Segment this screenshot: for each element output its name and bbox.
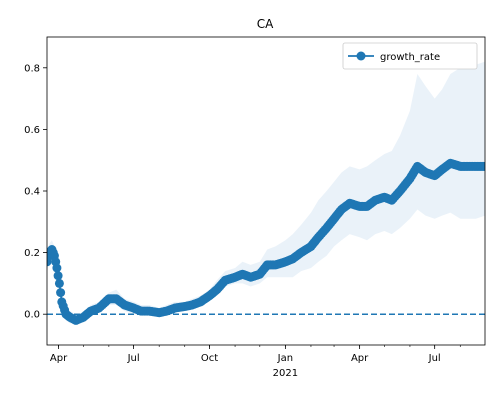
y-tick-label: 0.2	[24, 248, 40, 259]
y-tick-label: 0.0	[24, 310, 40, 321]
x-tick-label: Jul	[428, 353, 441, 364]
legend-box	[342, 42, 478, 70]
legend: growth_rate	[342, 42, 478, 70]
legend-marker-swatch	[356, 51, 366, 61]
data-point	[480, 161, 485, 171]
x-tick-label: Apr	[351, 353, 369, 364]
data-point	[52, 263, 62, 273]
x-year-label: 2021	[273, 368, 298, 379]
legend-label-growth-rate: growth_rate	[380, 52, 440, 63]
data-point	[56, 288, 66, 298]
data-point	[54, 278, 64, 288]
x-tick-label: Jan	[277, 353, 293, 364]
y-tick-label: 0.8	[24, 63, 40, 74]
y-tick-label: 0.6	[24, 125, 40, 136]
data-point	[53, 271, 63, 281]
growth-rate-markers	[47, 158, 485, 325]
x-tick-label: Apr	[50, 353, 68, 364]
y-tick-label: 0.4	[24, 187, 40, 198]
y-axis: 0.0 0.2 0.4 0.6 0.8	[24, 63, 47, 321]
plot-area	[47, 61, 485, 325]
x-axis: Apr Jul Oct Jan Apr Jul 2021	[50, 345, 461, 379]
x-tick-label: Jul	[127, 353, 140, 364]
chart-title: CA	[257, 17, 274, 31]
x-tick-label: Oct	[201, 353, 218, 364]
